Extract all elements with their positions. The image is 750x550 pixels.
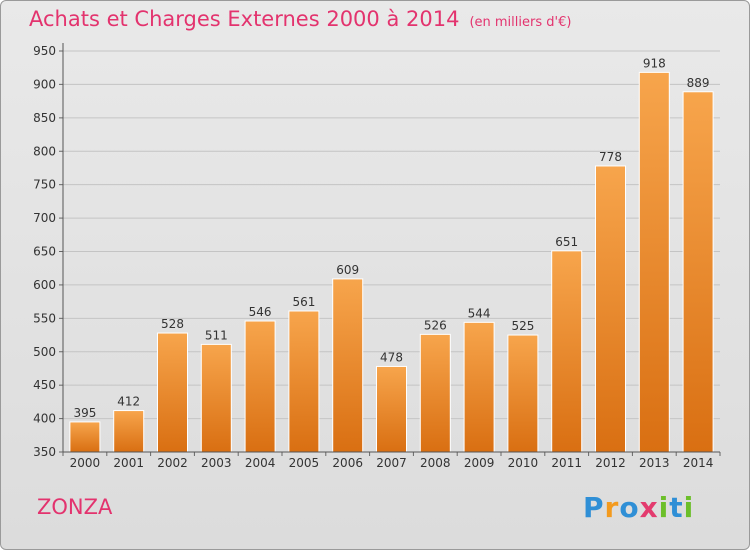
proxiti-logo: Proxiti	[583, 491, 694, 524]
y-tick-label: 400	[33, 412, 56, 426]
labels: 350 400 450 500 550 600 650 700 750 800 850 900 950 3…	[33, 44, 713, 470]
chart-title-text: Achats et Charges Externes 2000 à 2014	[29, 7, 460, 31]
y-tick-label: 350	[33, 445, 56, 459]
logo-letter: x	[639, 491, 659, 524]
x-tick-label: 2002	[157, 456, 188, 470]
y-tick-label: 850	[33, 111, 56, 125]
data-label: 778	[599, 150, 622, 164]
bars	[69, 71, 714, 453]
x-tick-label: 2008	[420, 456, 451, 470]
data-label: 525	[511, 319, 534, 333]
y-tick-label: 750	[33, 178, 56, 192]
bar	[682, 91, 714, 453]
data-label: 544	[468, 306, 491, 320]
data-label: 395	[73, 406, 96, 420]
y-tick-label: 950	[33, 44, 56, 58]
y-tick-label: 700	[33, 211, 56, 225]
x-tick-label: 2006	[332, 456, 363, 470]
bar	[113, 410, 145, 453]
x-tick-label: 2010	[508, 456, 539, 470]
x-tick-label: 2003	[201, 456, 232, 470]
logo-letter: r	[604, 491, 620, 524]
data-label: 889	[687, 76, 710, 90]
bar	[595, 165, 626, 453]
bar	[69, 421, 101, 453]
x-tick-label: 2005	[289, 456, 320, 470]
x-tick-label: 2013	[639, 456, 670, 470]
y-tick-label: 550	[33, 311, 56, 325]
data-label: 526	[424, 318, 447, 332]
data-label: 651	[555, 235, 578, 249]
data-label: 546	[249, 305, 272, 319]
logo-letter: P	[583, 491, 605, 524]
x-tick-label: 2004	[245, 456, 276, 470]
x-tick-label: 2011	[551, 456, 582, 470]
logo-letter: t	[669, 491, 684, 524]
x-tick-label: 2009	[464, 456, 495, 470]
y-tick-label: 500	[33, 345, 56, 359]
bar	[551, 250, 583, 453]
y-tick-label: 650	[33, 245, 56, 259]
data-label: 561	[292, 295, 315, 309]
y-tick-label: 450	[33, 378, 56, 392]
data-label: 528	[161, 317, 184, 331]
logo-letter: i	[658, 491, 670, 524]
logo-letter: o	[619, 491, 640, 524]
bar	[200, 343, 232, 453]
chart-title: Achats et Charges Externes 2000 à 2014 (e…	[29, 7, 571, 31]
bar	[332, 278, 364, 453]
bar	[157, 332, 188, 453]
data-label: 609	[336, 263, 359, 277]
x-tick-label: 2000	[70, 456, 101, 470]
data-label: 412	[117, 395, 140, 409]
data-label: 511	[205, 328, 228, 342]
bar	[507, 334, 539, 453]
commune-name: ZONZA	[37, 495, 113, 519]
bar	[419, 333, 451, 453]
data-label: 478	[380, 350, 403, 364]
x-tick-label: 2012	[595, 456, 626, 470]
chart-unit-label: (en milliers d'€)	[469, 15, 572, 30]
y-tick-label: 600	[33, 278, 56, 292]
bar	[244, 320, 276, 453]
x-tick-label: 2001	[113, 456, 144, 470]
bar	[638, 71, 670, 453]
y-tick-label: 800	[33, 144, 56, 158]
y-tick-label: 900	[33, 77, 56, 91]
bar	[376, 365, 407, 453]
x-tick-label: 2014	[683, 456, 714, 470]
axes	[59, 43, 721, 456]
data-label: 918	[643, 56, 666, 70]
x-tick-label: 2007	[376, 456, 407, 470]
bar	[463, 321, 495, 453]
bar	[288, 310, 320, 453]
logo-letter: i	[683, 491, 695, 524]
